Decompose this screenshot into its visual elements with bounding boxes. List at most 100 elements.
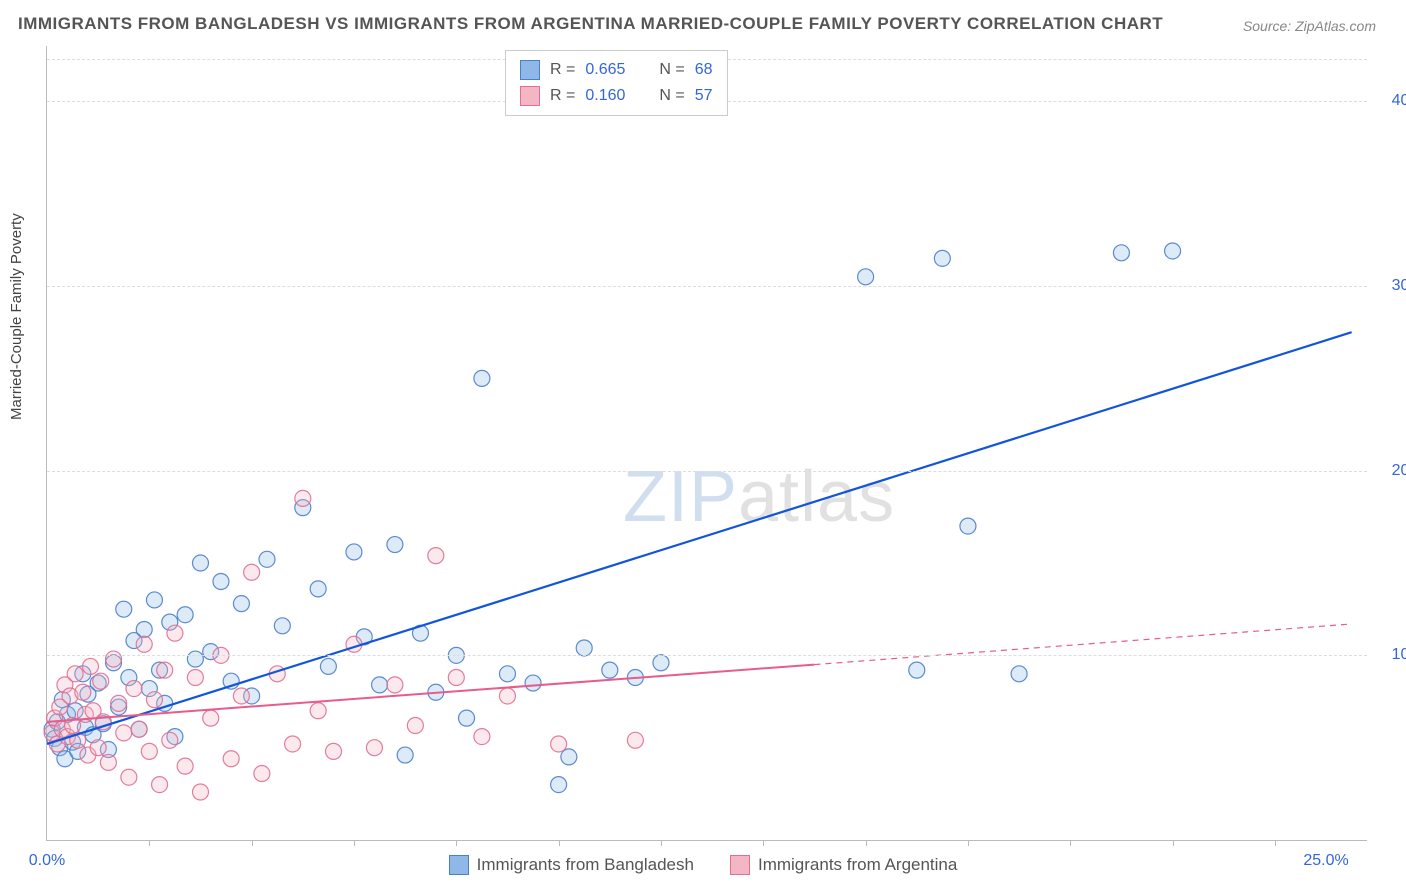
y-axis-label: Married-Couple Family Poverty: [8, 213, 25, 420]
scatter-point-argentina: [90, 740, 106, 756]
source-attribution: Source: ZipAtlas.com: [1243, 18, 1376, 34]
x-tick: [559, 840, 560, 846]
scatter-point-argentina: [67, 666, 83, 682]
scatter-point-bangladesh: [310, 581, 326, 597]
n-label: N =: [659, 57, 684, 83]
scatter-point-bangladesh: [525, 675, 541, 691]
scatter-point-argentina: [131, 721, 147, 737]
scatter-point-argentina: [146, 692, 162, 708]
scatter-point-bangladesh: [346, 544, 362, 560]
legend-correlation: R =0.665N =68R =0.160N =57: [505, 50, 728, 116]
scatter-point-bangladesh: [459, 710, 475, 726]
scatter-point-bangladesh: [387, 537, 403, 553]
legend-swatch-argentina: [520, 86, 540, 106]
scatter-point-bangladesh: [397, 747, 413, 763]
scatter-point-argentina: [627, 732, 643, 748]
scatter-point-argentina: [233, 688, 249, 704]
scatter-point-argentina: [326, 743, 342, 759]
scatter-point-argentina: [366, 740, 382, 756]
scatter-point-bangladesh: [561, 749, 577, 765]
scatter-point-bangladesh: [187, 651, 203, 667]
scatter-point-argentina: [106, 651, 122, 667]
legend-series-item: Immigrants from Bangladesh: [449, 855, 694, 875]
legend-swatch: [449, 855, 469, 875]
scatter-point-bangladesh: [136, 621, 152, 637]
x-tick: [968, 840, 969, 846]
r-label: R =: [550, 57, 575, 83]
scatter-point-bangladesh: [1113, 245, 1129, 261]
scatter-point-argentina: [407, 718, 423, 734]
scatter-point-bangladesh: [960, 518, 976, 534]
x-tick: [354, 840, 355, 846]
gridline-h: [47, 655, 1367, 656]
chart-container: IMMIGRANTS FROM BANGLADESH VS IMMIGRANTS…: [0, 0, 1406, 892]
legend-series-item: Immigrants from Argentina: [730, 855, 957, 875]
scatter-point-argentina: [82, 658, 98, 674]
scatter-point-argentina: [141, 743, 157, 759]
scatter-point-bangladesh: [233, 596, 249, 612]
scatter-point-bangladesh: [1011, 666, 1027, 682]
scatter-point-bangladesh: [320, 658, 336, 674]
legend-series: Immigrants from Bangladesh Immigrants fro…: [0, 855, 1406, 880]
scatter-point-argentina: [111, 695, 127, 711]
scatter-point-argentina: [162, 732, 178, 748]
x-tick: [149, 840, 150, 846]
scatter-point-bangladesh: [551, 777, 567, 793]
n-label: N =: [659, 83, 684, 109]
n-value: 68: [695, 57, 713, 83]
scatter-point-bangladesh: [576, 640, 592, 656]
trendline-argentina-extrapolated: [814, 624, 1351, 665]
legend-swatch-bangladesh: [520, 60, 540, 80]
legend-series-label: Immigrants from Argentina: [758, 855, 957, 875]
legend-swatch: [730, 855, 750, 875]
scatter-point-argentina: [116, 725, 132, 741]
scatter-point-argentina: [387, 677, 403, 693]
x-tick: [1173, 840, 1174, 846]
source-value: ZipAtlas.com: [1295, 18, 1376, 34]
scatter-point-bangladesh: [474, 370, 490, 386]
scatter-point-bangladesh: [116, 601, 132, 617]
chart-title: IMMIGRANTS FROM BANGLADESH VS IMMIGRANTS…: [18, 14, 1163, 34]
x-tick: [1070, 840, 1071, 846]
scatter-point-argentina: [310, 703, 326, 719]
x-tick: [661, 840, 662, 846]
scatter-point-argentina: [126, 681, 142, 697]
x-tick: [252, 840, 253, 846]
scatter-point-argentina: [100, 754, 116, 770]
scatter-point-argentina: [223, 751, 239, 767]
x-tick: [866, 840, 867, 846]
source-label: Source:: [1243, 18, 1291, 34]
scatter-point-argentina: [177, 758, 193, 774]
scatter-point-argentina: [136, 636, 152, 652]
r-value: 0.665: [585, 57, 625, 83]
r-value: 0.160: [585, 83, 625, 109]
y-tick-label: 10.0%: [1377, 646, 1406, 664]
scatter-point-bangladesh: [259, 551, 275, 567]
scatter-point-bangladesh: [1165, 243, 1181, 259]
scatter-point-argentina: [167, 625, 183, 641]
scatter-point-bangladesh: [372, 677, 388, 693]
scatter-point-bangladesh: [213, 573, 229, 589]
scatter-point-argentina: [121, 769, 137, 785]
scatter-point-argentina: [448, 670, 464, 686]
scatter-point-bangladesh: [274, 618, 290, 634]
scatter-point-argentina: [203, 710, 219, 726]
scatter-point-argentina: [75, 684, 91, 700]
n-value: 57: [695, 83, 713, 109]
scatter-point-argentina: [295, 490, 311, 506]
scatter-point-argentina: [93, 673, 109, 689]
scatter-point-argentina: [474, 729, 490, 745]
x-tick: [763, 840, 764, 846]
scatter-point-argentina: [152, 777, 168, 793]
scatter-point-argentina: [157, 662, 173, 678]
chart-svg: [47, 46, 1367, 840]
scatter-point-argentina: [499, 688, 515, 704]
scatter-point-bangladesh: [909, 662, 925, 678]
scatter-point-argentina: [192, 784, 208, 800]
scatter-point-argentina: [244, 564, 260, 580]
scatter-point-bangladesh: [653, 655, 669, 671]
legend-corr-row-argentina: R =0.160N =57: [520, 83, 713, 109]
trendline-bangladesh: [47, 332, 1352, 744]
scatter-point-argentina: [551, 736, 567, 752]
x-tick: [1275, 840, 1276, 846]
